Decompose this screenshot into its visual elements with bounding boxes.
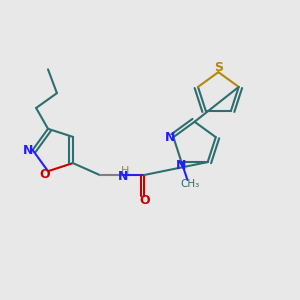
- Text: O: O: [40, 168, 50, 181]
- Text: CH₃: CH₃: [181, 179, 200, 189]
- Text: N: N: [118, 170, 129, 183]
- Text: H: H: [121, 166, 129, 176]
- Text: S: S: [214, 61, 223, 74]
- Text: N: N: [176, 159, 187, 172]
- Text: N: N: [165, 131, 176, 144]
- Text: O: O: [139, 194, 150, 207]
- Text: N: N: [23, 143, 33, 157]
